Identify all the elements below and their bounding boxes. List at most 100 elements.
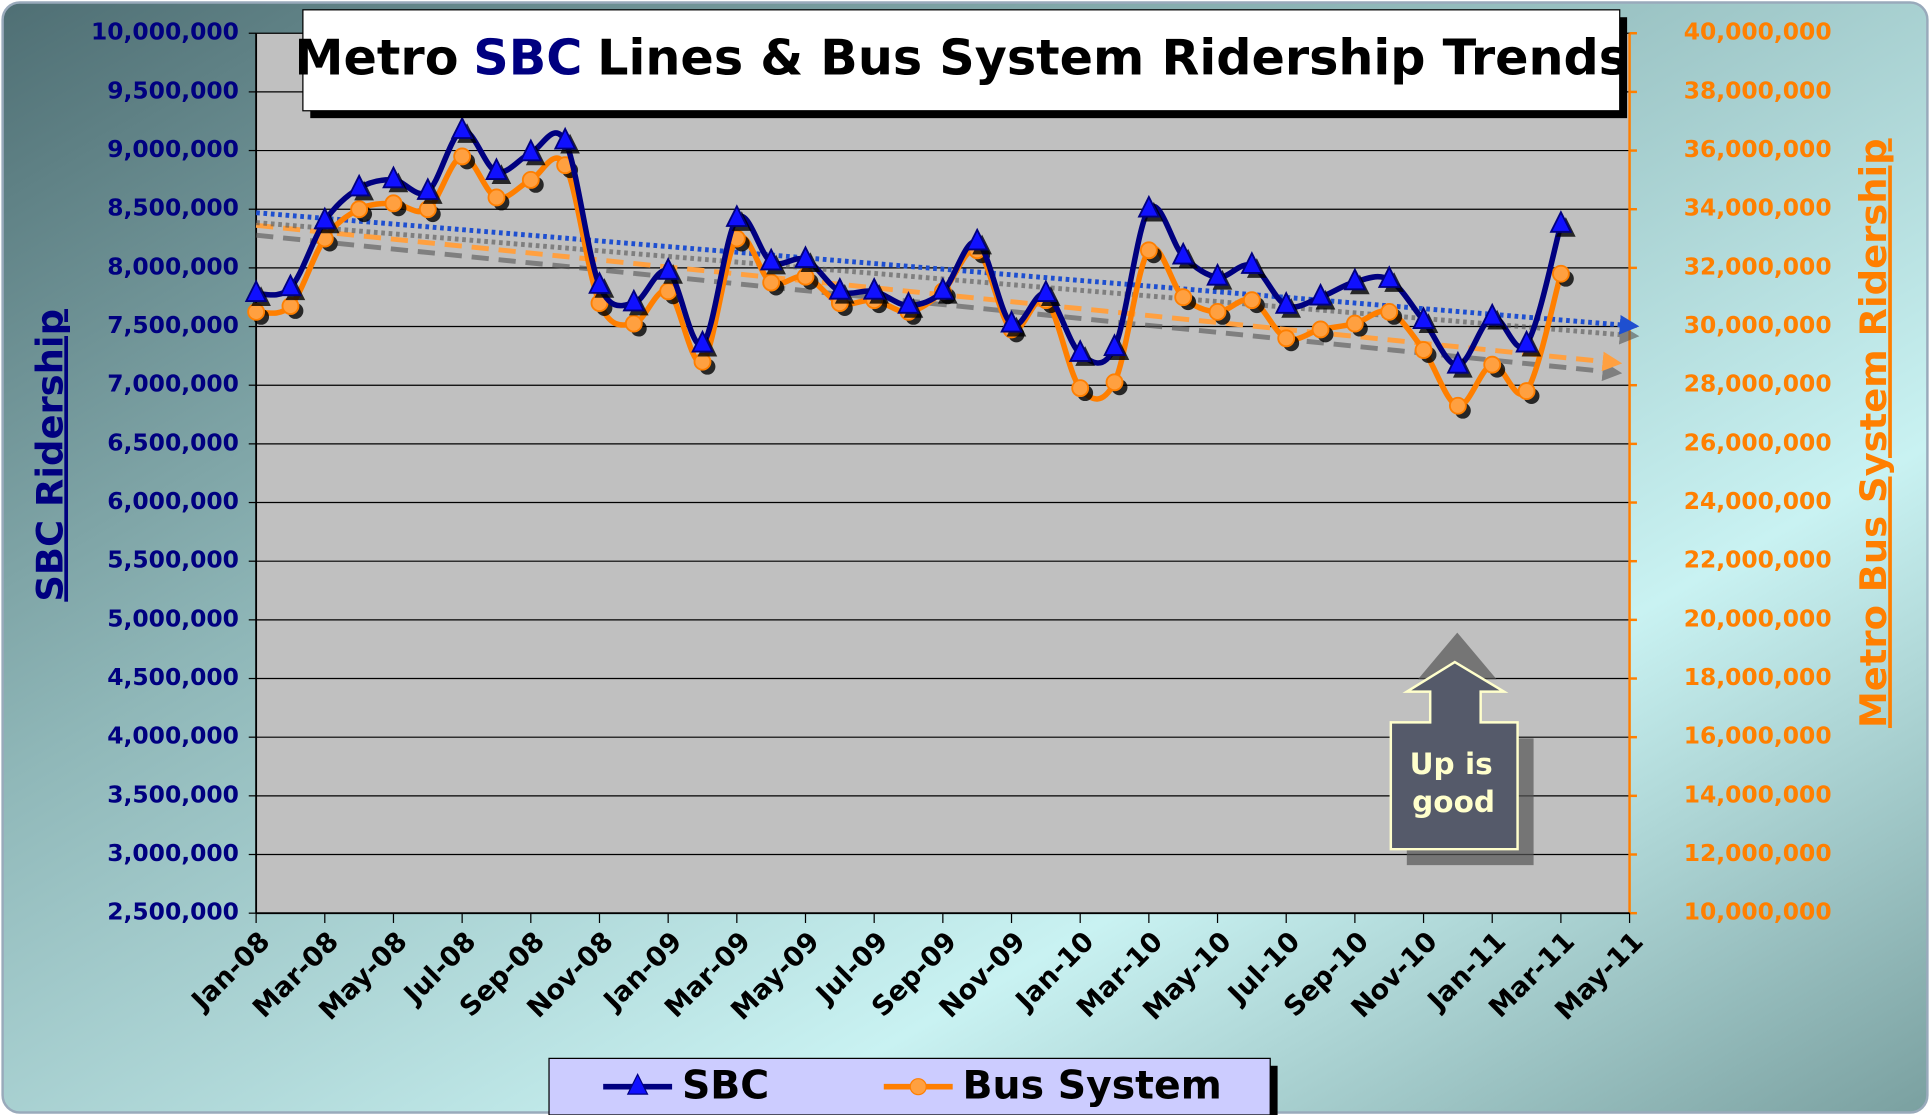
- y-tick-label: 2,500,000: [107, 898, 239, 926]
- marker: [1242, 291, 1261, 310]
- marker: [656, 257, 680, 280]
- marker: [624, 314, 643, 333]
- y2-tick-label: 22,000,000: [1684, 546, 1832, 574]
- marker: [384, 194, 403, 213]
- marker: [244, 279, 268, 302]
- y2-tick-label: 38,000,000: [1684, 76, 1832, 104]
- marker: [1515, 329, 1538, 353]
- y-tick-label: 4,000,000: [107, 722, 239, 750]
- marker: [1208, 302, 1227, 321]
- marker: [347, 173, 371, 197]
- marker: [794, 245, 817, 268]
- marker: [1240, 251, 1264, 274]
- y-tick-label: 7,500,000: [107, 311, 239, 339]
- title-part: Metro: [295, 28, 459, 86]
- marker: [487, 188, 506, 207]
- y2-tick-label: 26,000,000: [1684, 428, 1832, 456]
- marker: [247, 302, 266, 321]
- marker: [1448, 396, 1467, 415]
- marker: [862, 276, 886, 300]
- marker: [1171, 241, 1195, 265]
- marker: [1068, 339, 1092, 362]
- legend-label: SBC: [682, 1062, 769, 1108]
- y-tick-label: 5,000,000: [107, 604, 239, 632]
- marker: [622, 288, 646, 312]
- legend-label: Bus System: [963, 1062, 1222, 1108]
- marker: [350, 200, 369, 219]
- marker: [1345, 314, 1364, 333]
- trendline: [255, 222, 1623, 372]
- marker: [1206, 262, 1229, 286]
- marker: [931, 276, 955, 300]
- marker: [519, 138, 543, 162]
- marker: [1412, 306, 1435, 329]
- trendline-shadow: [255, 232, 1623, 382]
- legend-marker: [626, 1073, 649, 1095]
- marker: [416, 177, 440, 200]
- marker: [1517, 382, 1536, 400]
- marker: [382, 165, 405, 189]
- y2-tick-label: 12,000,000: [1684, 839, 1832, 867]
- marker: [725, 204, 749, 227]
- y2-axis-label: Metro Bus System Ridership: [1852, 138, 1895, 728]
- y2-tick-label: 24,000,000: [1684, 487, 1832, 515]
- marker: [1480, 302, 1504, 326]
- marker: [1551, 264, 1570, 283]
- y-tick-label: 7,000,000: [107, 370, 239, 398]
- y-tick-label: 9,500,000: [107, 76, 239, 104]
- y-tick-label: 10,000,000: [91, 18, 239, 46]
- chart-title: Metro SBC Lines & Bus System Ridership Tre…: [295, 28, 1629, 86]
- y-tick-label: 3,000,000: [107, 839, 239, 867]
- marker: [1483, 355, 1502, 374]
- marker: [281, 297, 300, 315]
- marker: [759, 247, 783, 271]
- marker: [521, 170, 540, 189]
- marker: [762, 273, 781, 292]
- marker: [1174, 288, 1193, 307]
- marker: [1103, 333, 1126, 356]
- marker: [1139, 241, 1158, 260]
- y2-tick-label: 40,000,000: [1684, 18, 1832, 46]
- y2-tick-label: 16,000,000: [1684, 722, 1832, 750]
- marker: [1446, 350, 1470, 374]
- title-part: Lines & Bus System Ridership Trends: [597, 28, 1628, 86]
- marker: [313, 206, 337, 230]
- title-box: [302, 9, 1621, 112]
- y2-tick-label: 10,000,000: [1684, 898, 1832, 926]
- legend-marker: [909, 1078, 927, 1096]
- marker: [485, 157, 508, 180]
- marker: [1343, 267, 1367, 291]
- marker: [1274, 291, 1298, 314]
- y-tick-label: 5,500,000: [107, 546, 239, 574]
- y2-tick-label: 30,000,000: [1684, 311, 1832, 339]
- title-part: SBC: [473, 28, 582, 86]
- marker: [553, 126, 577, 150]
- trendline: [255, 210, 1640, 335]
- marker: [1000, 309, 1023, 333]
- marker: [588, 271, 611, 294]
- y2-tick-label: 36,000,000: [1684, 135, 1832, 163]
- marker: [965, 227, 989, 251]
- marker: [1309, 282, 1332, 306]
- marker: [691, 329, 714, 353]
- marker: [453, 147, 472, 166]
- marker: [450, 116, 474, 139]
- y2-tick-label: 32,000,000: [1684, 252, 1832, 280]
- annotation-text: Up is: [1410, 747, 1493, 781]
- annotation-box: [1389, 660, 1519, 851]
- marker: [1380, 302, 1399, 321]
- y-tick-label: 6,500,000: [107, 428, 239, 456]
- marker: [897, 291, 920, 314]
- y-tick-label: 6,000,000: [107, 487, 239, 515]
- y-axis-label: SBC Ridership: [28, 309, 71, 602]
- marker: [1414, 341, 1433, 359]
- marker: [1311, 320, 1330, 339]
- y2-tick-label: 34,000,000: [1684, 194, 1832, 222]
- marker: [1034, 279, 1058, 302]
- y-tick-label: 4,500,000: [107, 663, 239, 691]
- marker: [1377, 265, 1401, 288]
- marker: [828, 276, 852, 300]
- marker: [1105, 373, 1124, 392]
- marker: [1549, 210, 1573, 233]
